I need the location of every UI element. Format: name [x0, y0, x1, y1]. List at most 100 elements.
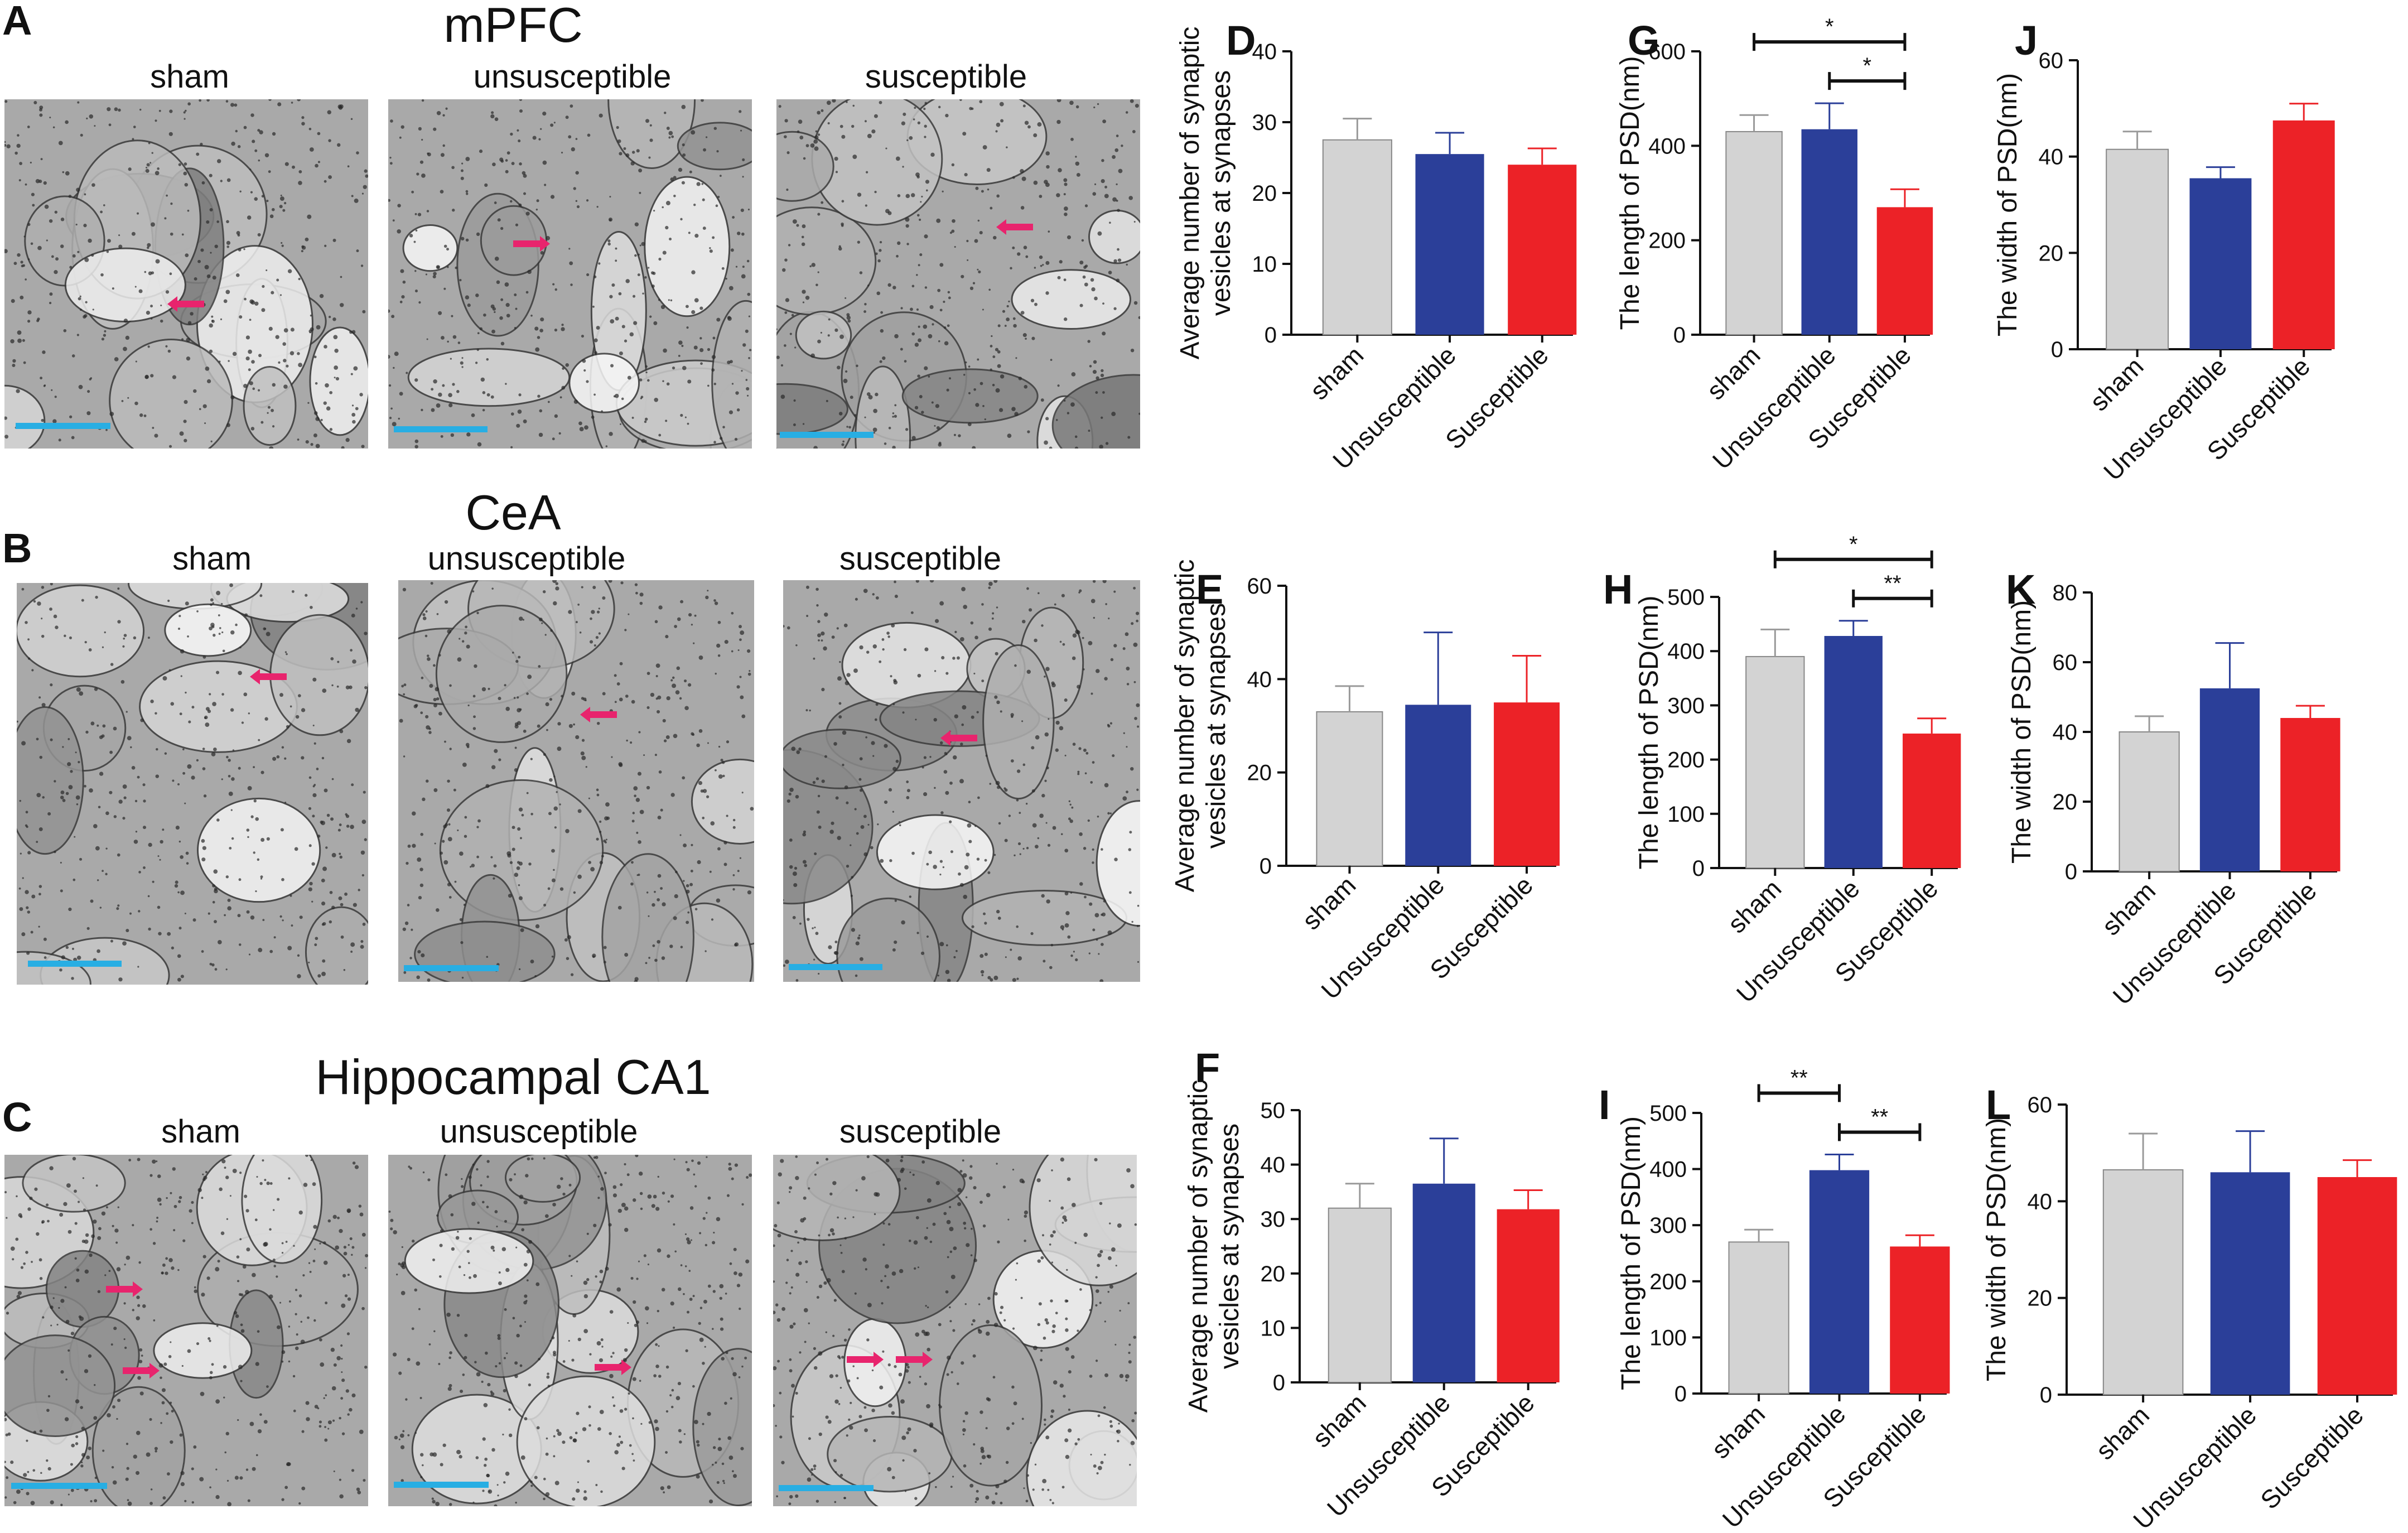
y-tick-label-g: 600	[1648, 40, 1686, 64]
y-tick-label-i: 500	[1649, 1101, 1687, 1126]
arrow-icon	[580, 707, 617, 722]
bar-h-0	[1745, 655, 1805, 869]
panel-letter-b: B	[2, 525, 32, 571]
y-axis-label-f: vesicles at synapses	[1215, 1124, 1244, 1369]
panel-letter-i: I	[1599, 1082, 1610, 1128]
em-image-cea-unsusceptible	[398, 580, 754, 982]
region-title-mpfc: mPFC	[443, 0, 583, 52]
y-axis-label-g: The length of PSD(nm)	[1615, 56, 1645, 330]
scale-bar	[779, 1485, 874, 1491]
condition-label-sham-a: sham	[150, 59, 229, 95]
y-tick-label-d: 0	[1265, 323, 1277, 348]
y-axis-label-e: Average number of synaptic	[1170, 560, 1200, 893]
y-tick-label-h: 400	[1667, 639, 1705, 664]
bar-h-2	[1903, 733, 1961, 868]
y-tick-label-i: 400	[1649, 1158, 1687, 1182]
panel-letter-d: D	[1226, 17, 1256, 64]
panel-letter-e: E	[1196, 566, 1223, 613]
em-texture	[17, 583, 368, 985]
bar-e-0	[1316, 711, 1383, 867]
arrow-icon	[123, 1363, 160, 1378]
panel-letter-h: H	[1603, 566, 1633, 613]
em-texture	[388, 99, 752, 449]
condition-label-unsusceptible-b: unsusceptible	[427, 541, 626, 577]
bar-j-1	[2189, 178, 2252, 349]
category-label-k-0: sham	[2096, 876, 2161, 941]
category-label-l-0: sham	[2090, 1400, 2155, 1465]
bar-j-2	[2272, 120, 2335, 349]
y-tick-label-k: 0	[2065, 860, 2077, 884]
significance-label-i: **	[1871, 1105, 1888, 1129]
y-axis-label-k: The width of PSD(nm)	[2007, 600, 2037, 864]
y-tick-label-e: 40	[1247, 667, 1272, 692]
y-tick-label-j: 20	[2039, 241, 2064, 266]
y-tick-label-l: 40	[2028, 1189, 2053, 1214]
condition-label-unsusceptible-a: unsusceptible	[473, 59, 672, 95]
bar-l-1	[2210, 1172, 2290, 1395]
condition-label-susceptible-b: susceptible	[839, 541, 1002, 577]
scale-bar	[28, 961, 122, 967]
y-tick-label-e: 60	[1247, 574, 1272, 599]
y-tick-label-d: 10	[1252, 252, 1277, 277]
bar-i-0	[1728, 1241, 1789, 1394]
y-axis-label-l: The width of PSD(nm)	[1982, 1118, 2011, 1381]
scale-bar	[16, 423, 110, 429]
y-tick-label-e: 20	[1247, 761, 1272, 785]
em-texture	[4, 99, 368, 449]
em-image-mpfc-sham	[4, 99, 368, 449]
scale-bar	[780, 432, 874, 438]
panel-letter-f: F	[1195, 1045, 1220, 1091]
y-tick-label-i: 100	[1649, 1325, 1687, 1350]
bar-g-1	[1801, 129, 1857, 335]
em-image-cea-susceptible	[783, 580, 1140, 982]
arrow-icon	[595, 1360, 631, 1375]
y-tick-label-d: 30	[1252, 110, 1277, 135]
scale-bar	[11, 1483, 107, 1489]
category-label-g-0: sham	[1701, 340, 1765, 405]
y-tick-label-h: 100	[1667, 802, 1705, 827]
em-texture	[773, 1155, 1137, 1506]
category-label-d-0: sham	[1304, 340, 1369, 405]
y-tick-label-h: 500	[1667, 585, 1705, 610]
scale-bar	[404, 965, 499, 971]
y-tick-label-l: 20	[2028, 1286, 2053, 1311]
y-tick-label-k: 20	[2053, 790, 2078, 814]
y-tick-label-l: 60	[2028, 1093, 2053, 1117]
bar-i-1	[1809, 1170, 1870, 1394]
bar-e-2	[1494, 702, 1560, 866]
y-tick-label-d: 40	[1252, 40, 1277, 64]
panel-letter-g: G	[1628, 17, 1660, 64]
em-image-cea-sham	[17, 583, 368, 985]
region-title-ca1: Hippocampal CA1	[315, 1049, 711, 1105]
arrow-icon	[513, 236, 550, 252]
y-tick-label-g: 400	[1648, 134, 1686, 158]
bar-e-1	[1405, 705, 1471, 866]
bar-l-0	[2102, 1169, 2184, 1395]
bar-f-0	[1328, 1207, 1392, 1383]
y-tick-label-l: 0	[2040, 1383, 2052, 1407]
bar-l-2	[2317, 1177, 2397, 1395]
y-tick-label-f: 50	[1261, 1098, 1286, 1123]
y-axis-label-f: Average number of synaptic	[1184, 1080, 1213, 1413]
y-axis-label-d: vesicles at synapses	[1207, 70, 1236, 316]
panel-letter-j: J	[2015, 17, 2038, 64]
em-texture	[388, 1155, 752, 1506]
y-tick-label-h: 300	[1667, 693, 1705, 718]
bar-d-0	[1322, 139, 1392, 335]
y-tick-label-i: 0	[1674, 1382, 1687, 1406]
y-tick-label-j: 40	[2039, 145, 2064, 170]
condition-label-unsusceptible-c: unsusceptible	[440, 1113, 638, 1150]
y-tick-label-k: 60	[2053, 650, 2078, 675]
condition-label-sham-b: sham	[172, 541, 252, 577]
bar-h-1	[1824, 635, 1883, 868]
arrow-icon	[847, 1352, 884, 1367]
y-tick-label-e: 0	[1260, 854, 1272, 879]
panel-letter-c: C	[2, 1094, 32, 1140]
arrow-icon	[996, 219, 1033, 235]
panel-letter-a: A	[2, 0, 32, 44]
bar-k-0	[2119, 731, 2180, 872]
em-image-mpfc-susceptible	[776, 99, 1140, 449]
significance-label-g: *	[1863, 54, 1872, 78]
em-image-mpfc-unsusceptible	[388, 99, 752, 449]
